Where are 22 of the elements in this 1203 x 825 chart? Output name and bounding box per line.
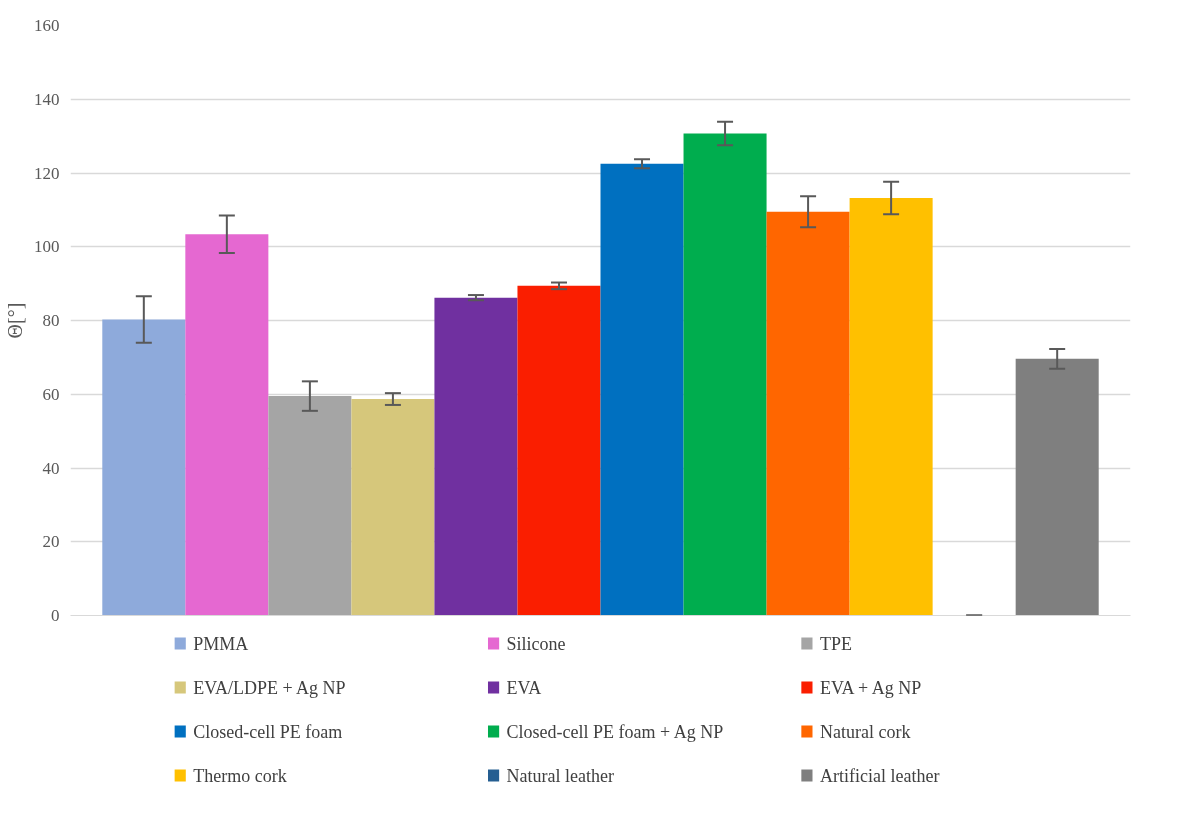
y-tick-label: 160 <box>34 16 60 35</box>
y-tick-label: 60 <box>42 384 60 404</box>
legend-label: EVA + Ag NP <box>819 677 922 698</box>
legend-label: EVA/LDPE + Ag NP <box>193 677 346 698</box>
y-tick-label: 80 <box>42 311 60 330</box>
y-tick-label: 120 <box>34 163 60 183</box>
legend-label: PMMA <box>193 633 249 654</box>
y-tick-label: 100 <box>34 237 60 257</box>
legend-label: Silicone <box>506 633 566 654</box>
legend-label: Thermo cork <box>193 765 287 786</box>
legend-label: Closed-cell PE foam <box>193 721 343 742</box>
legend-label: Natural cork <box>819 721 911 742</box>
legend-label: Closed-cell PE foam + Ag NP <box>506 721 724 742</box>
legend-label: EVA <box>506 677 542 698</box>
legend-label: Artificial leather <box>819 765 940 786</box>
y-tick-label: 0 <box>51 606 60 625</box>
y-tick-label: 20 <box>42 532 60 552</box>
y-tick-label: 140 <box>34 89 60 109</box>
legend-label: TPE <box>819 633 852 654</box>
y-axis-title: Θ[°] <box>4 302 26 339</box>
legend-label: Natural leather <box>506 765 615 786</box>
y-tick-label: 40 <box>42 458 60 478</box>
